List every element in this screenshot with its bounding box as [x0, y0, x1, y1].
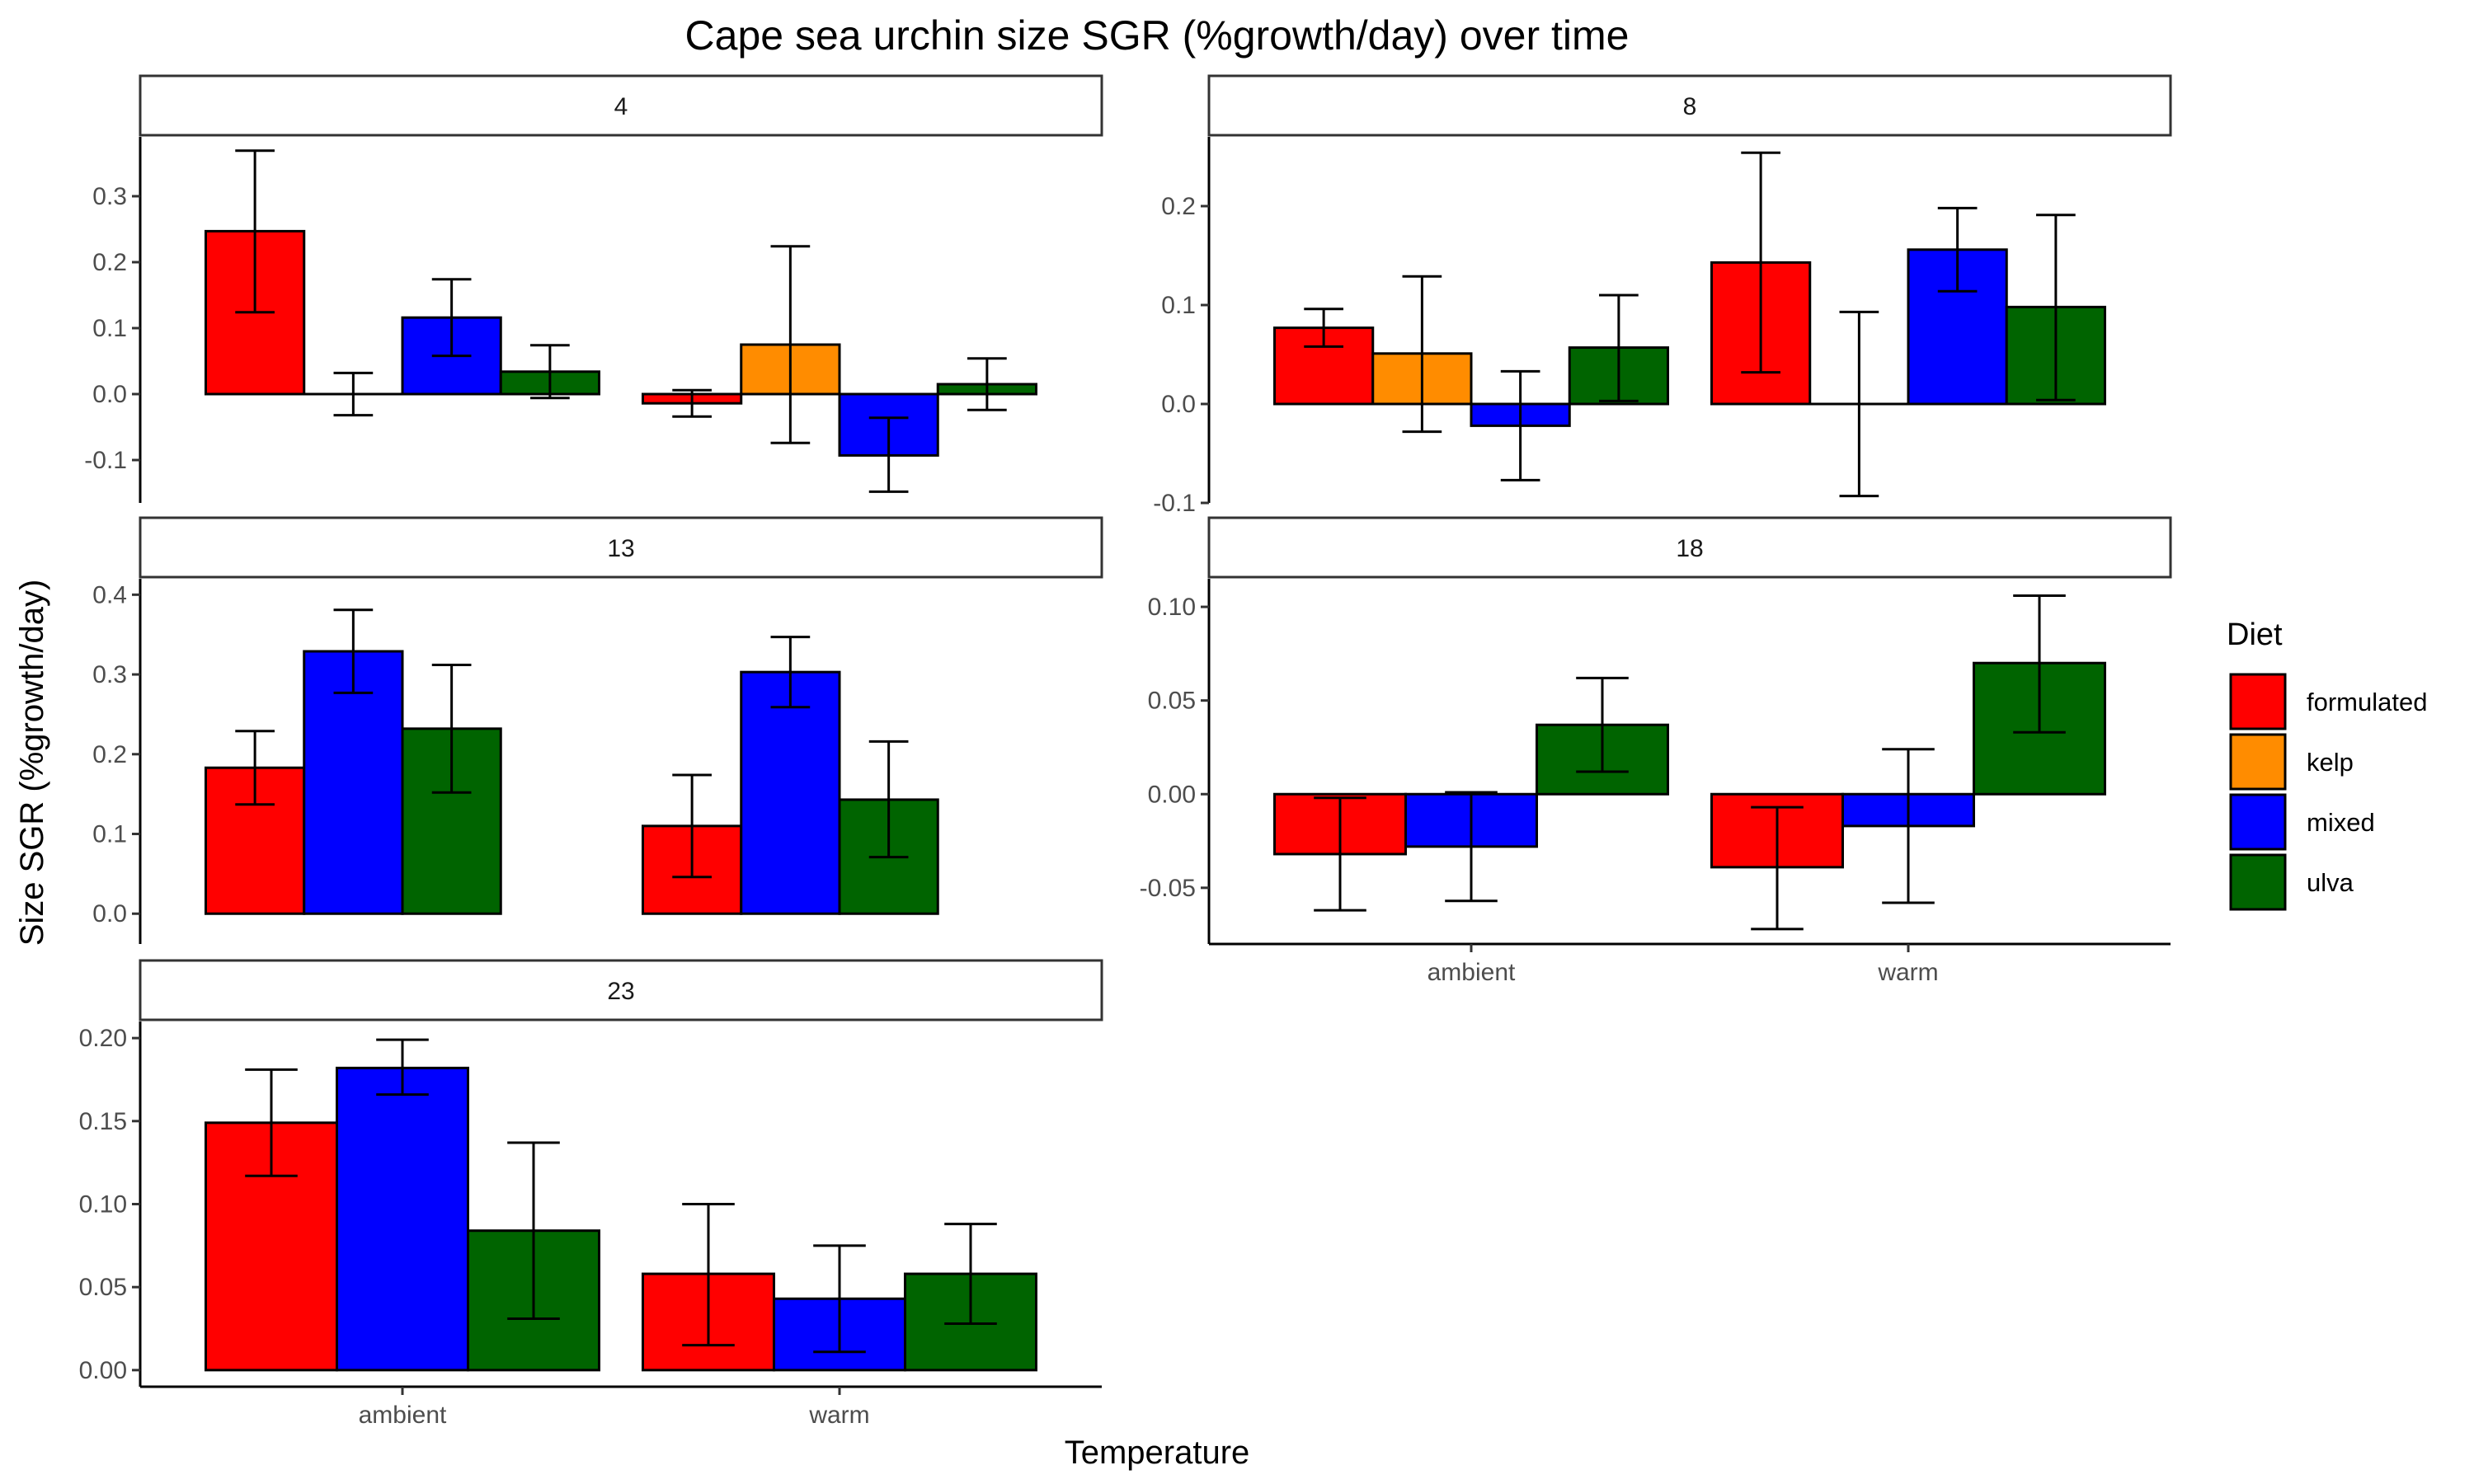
error-bar-ulva-warm — [2013, 594, 2066, 734]
y-tick-label: 0.05 — [79, 1274, 127, 1301]
error-bar-ulva-ambient — [530, 344, 570, 400]
legend-label-ulva: ulva — [2307, 868, 2354, 897]
y-tick-label: 0.15 — [79, 1108, 127, 1135]
bar-mixed-ambient — [303, 650, 404, 915]
facet-strip-label: 13 — [607, 535, 634, 562]
facet-panel-13: 13 0.0 0.1 0.2 0.3 0.4 — [92, 516, 1103, 944]
error-bar-mixed-ambient — [1500, 369, 1540, 481]
error-bar-kelp-warm — [770, 245, 811, 444]
facet-panels: 4-0.10.00.10.20.38-0.10.00.10.2130.00.10… — [79, 74, 2172, 1429]
facet-panel-8: 8 -0.1 0.0 0.1 0.2 — [1153, 74, 2172, 517]
facet-strip-label: 18 — [1676, 535, 1703, 562]
x-tick-label: warm — [808, 1402, 869, 1429]
error-bar-mixed-ambient — [1445, 791, 1498, 903]
facet-panel-23: 23 0.00 0.05 0.10 0.15 0.20 ambient warm — [79, 959, 1103, 1429]
chart-title: Cape sea urchin size SGR (%growth/day) o… — [685, 12, 1630, 59]
error-bar-formulated-warm — [1741, 151, 1780, 374]
error-bar-formulated-ambient — [1314, 796, 1366, 912]
y-tick-label: 0.1 — [92, 821, 127, 848]
error-bar-mixed-ambient — [333, 608, 374, 694]
error-bar-formulated-ambient — [245, 1068, 298, 1177]
legend-title: Diet — [2227, 618, 2283, 652]
y-tick-label: -0.1 — [1153, 490, 1196, 517]
error-bar-ulva-warm — [967, 357, 1007, 411]
error-bar-formulated-warm — [1751, 805, 1804, 931]
error-bar-formulated-warm — [672, 773, 712, 879]
facet-strip-label: 4 — [614, 93, 628, 120]
y-tick-label: 0.3 — [92, 661, 127, 688]
error-bar-mixed-warm — [1937, 206, 1978, 293]
facet-strip — [1207, 516, 2172, 579]
error-bar-ulva-ambient — [507, 1141, 560, 1320]
x-tick-label: ambient — [1427, 959, 1516, 986]
error-bar-mixed-warm — [770, 636, 811, 709]
y-tick-label: 0.05 — [1148, 688, 1196, 715]
legend-label-formulated: formulated — [2307, 688, 2427, 716]
x-tick-label: ambient — [359, 1402, 447, 1429]
error-bar-formulated-warm — [672, 388, 712, 418]
facet-strip-label: 23 — [607, 978, 634, 1005]
y-tick-label: 0.00 — [79, 1357, 127, 1384]
error-bar-ulva-ambient — [1576, 676, 1629, 773]
legend: Diet formulated kelp mixed ulva — [2227, 618, 2427, 911]
y-tick-label: 0.1 — [1161, 292, 1196, 319]
error-bar-mixed-warm — [868, 416, 909, 493]
error-bar-formulated-ambient — [235, 149, 275, 314]
facet-strip-label: 8 — [1683, 93, 1697, 120]
y-tick-label: 0.0 — [1161, 391, 1196, 418]
error-bar-kelp-ambient — [1402, 275, 1442, 434]
facet-strip — [139, 516, 1103, 579]
legend-swatch-kelp — [2229, 733, 2287, 791]
error-bar-formulated-ambient — [1304, 308, 1343, 348]
y-tick-label: 0.3 — [92, 183, 127, 210]
error-bar-ulva-warm — [2036, 214, 2076, 402]
y-tick-label: 0.0 — [92, 900, 127, 928]
legend-swatch-mixed — [2229, 793, 2287, 851]
facet-strip — [139, 959, 1103, 1021]
y-tick-label: 0.2 — [1161, 193, 1196, 220]
y-tick-label: 0.00 — [1148, 781, 1196, 808]
error-bar-formulated-warm — [682, 1203, 735, 1347]
error-bar-ulva-warm — [868, 740, 909, 859]
error-bar-mixed-warm — [813, 1244, 866, 1354]
error-bar-mixed-warm — [1882, 748, 1935, 904]
error-bar-kelp-warm — [1839, 310, 1879, 498]
bar-mixed-warm — [740, 670, 841, 915]
facet-strip — [1207, 74, 2172, 137]
y-tick-label: 0.4 — [92, 581, 127, 608]
x-axis-title: Temperature — [1065, 1435, 1250, 1471]
y-axis-title: Size SGR (%growth/day) — [14, 580, 50, 946]
facet-strip — [139, 74, 1103, 137]
y-tick-label: 0.2 — [92, 741, 127, 768]
error-bar-ulva-ambient — [1599, 294, 1639, 402]
legend-label-kelp: kelp — [2307, 748, 2354, 777]
y-tick-label: -0.05 — [1140, 875, 1196, 902]
legend-label-mixed: mixed — [2307, 808, 2375, 837]
error-bar-mixed-ambient — [431, 278, 472, 358]
error-bar-ulva-ambient — [431, 663, 472, 794]
legend-swatch-ulva — [2229, 853, 2287, 911]
y-tick-label: 0.20 — [79, 1025, 127, 1052]
facet-panel-4: 4 -0.1 0.0 0.1 0.2 0.3 — [84, 74, 1103, 503]
y-tick-label: 0.1 — [92, 315, 127, 342]
y-tick-label: -0.1 — [84, 447, 127, 474]
y-tick-label: 0.10 — [1148, 594, 1196, 621]
error-bar-mixed-ambient — [376, 1038, 429, 1097]
bar-mixed-ambient — [336, 1066, 469, 1372]
y-tick-label: 0.2 — [92, 249, 127, 276]
error-bar-kelp-ambient — [333, 371, 374, 417]
x-tick-label: warm — [1877, 959, 1938, 986]
error-bar-ulva-warm — [944, 1223, 997, 1325]
y-tick-label: 0.10 — [79, 1191, 127, 1219]
legend-swatch-formulated — [2229, 673, 2287, 730]
facet-panel-18: 18 -0.05 0.00 0.05 0.10 ambient warm — [1140, 516, 2172, 986]
error-bar-formulated-ambient — [235, 730, 275, 806]
y-tick-label: 0.0 — [92, 381, 127, 408]
